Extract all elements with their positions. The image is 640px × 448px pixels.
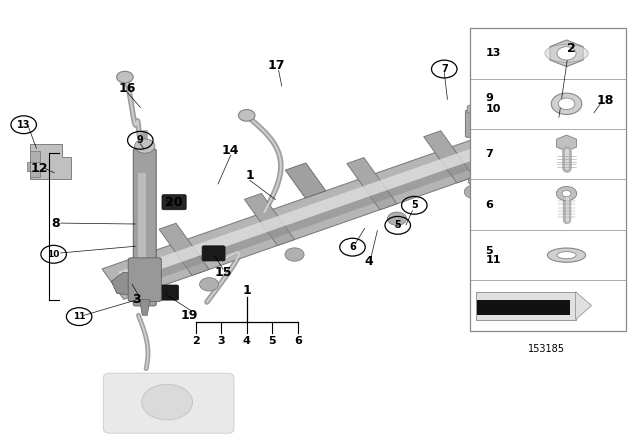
Text: 4: 4 xyxy=(365,255,374,268)
Text: 5: 5 xyxy=(394,220,401,230)
Circle shape xyxy=(557,47,576,60)
Text: 2: 2 xyxy=(192,336,200,346)
Circle shape xyxy=(239,110,255,121)
Text: 17: 17 xyxy=(268,60,285,73)
Circle shape xyxy=(464,185,483,198)
Polygon shape xyxy=(118,131,529,282)
FancyBboxPatch shape xyxy=(532,107,583,138)
Polygon shape xyxy=(159,223,209,276)
Circle shape xyxy=(285,248,304,261)
Polygon shape xyxy=(347,158,397,210)
Text: 11: 11 xyxy=(73,312,85,321)
Circle shape xyxy=(141,384,193,420)
Polygon shape xyxy=(27,151,40,177)
Text: 10: 10 xyxy=(486,104,501,114)
Polygon shape xyxy=(244,194,294,246)
Text: 16: 16 xyxy=(119,82,136,95)
Circle shape xyxy=(134,139,155,153)
Text: 11: 11 xyxy=(486,254,501,265)
Text: 1: 1 xyxy=(246,169,254,182)
Circle shape xyxy=(200,278,219,291)
Polygon shape xyxy=(102,120,550,299)
Circle shape xyxy=(556,186,577,201)
FancyBboxPatch shape xyxy=(162,194,186,210)
Polygon shape xyxy=(424,131,474,183)
FancyBboxPatch shape xyxy=(202,246,225,261)
Text: 3: 3 xyxy=(218,336,225,346)
Text: 9: 9 xyxy=(486,94,493,103)
FancyBboxPatch shape xyxy=(565,97,607,121)
Text: 14: 14 xyxy=(222,144,239,157)
FancyBboxPatch shape xyxy=(128,258,161,302)
Text: 6: 6 xyxy=(486,200,493,210)
Text: 10: 10 xyxy=(47,250,60,259)
Text: 6: 6 xyxy=(294,336,301,346)
FancyBboxPatch shape xyxy=(476,292,575,319)
Text: 19: 19 xyxy=(180,309,198,322)
FancyBboxPatch shape xyxy=(575,103,611,123)
Circle shape xyxy=(116,71,133,83)
Text: 13: 13 xyxy=(486,48,501,58)
Ellipse shape xyxy=(504,162,518,169)
Circle shape xyxy=(387,212,406,225)
Text: 5: 5 xyxy=(486,246,493,256)
Text: 18: 18 xyxy=(596,94,614,107)
Text: 2: 2 xyxy=(567,42,576,55)
Ellipse shape xyxy=(557,252,576,259)
Text: 1: 1 xyxy=(243,284,251,297)
Polygon shape xyxy=(285,163,326,198)
Text: 153185: 153185 xyxy=(528,344,564,354)
Bar xyxy=(477,300,570,315)
Polygon shape xyxy=(140,300,150,315)
FancyBboxPatch shape xyxy=(465,110,484,137)
FancyBboxPatch shape xyxy=(133,149,156,306)
Circle shape xyxy=(562,190,571,197)
Text: 12: 12 xyxy=(31,162,49,175)
Text: 15: 15 xyxy=(214,266,232,279)
Text: 5: 5 xyxy=(411,200,418,210)
Polygon shape xyxy=(575,292,591,319)
Bar xyxy=(138,173,145,282)
Text: 13: 13 xyxy=(17,120,31,130)
Text: 4: 4 xyxy=(243,336,251,346)
Text: 7: 7 xyxy=(486,149,493,159)
Text: 8: 8 xyxy=(51,217,60,230)
Circle shape xyxy=(551,93,582,115)
Circle shape xyxy=(558,98,575,110)
Text: 3: 3 xyxy=(132,293,141,306)
FancyBboxPatch shape xyxy=(103,373,234,433)
Text: 20: 20 xyxy=(164,196,182,209)
Circle shape xyxy=(468,175,485,187)
Ellipse shape xyxy=(547,248,586,262)
Ellipse shape xyxy=(489,165,502,172)
Polygon shape xyxy=(30,144,72,180)
FancyBboxPatch shape xyxy=(156,285,179,300)
Text: 7: 7 xyxy=(441,64,447,74)
Text: 5: 5 xyxy=(268,336,276,346)
Text: 6: 6 xyxy=(349,242,356,252)
Ellipse shape xyxy=(545,44,588,62)
Circle shape xyxy=(497,172,520,188)
Text: 9: 9 xyxy=(137,135,143,145)
FancyBboxPatch shape xyxy=(470,28,626,331)
Polygon shape xyxy=(125,141,534,289)
